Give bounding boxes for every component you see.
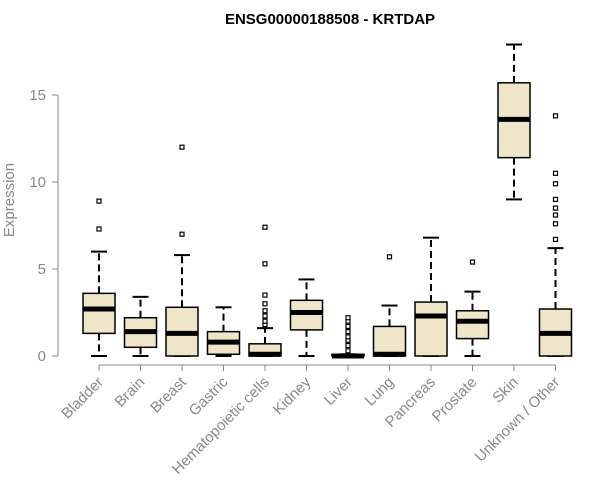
x-tick-label: Liver	[321, 374, 356, 409]
y-axis-label: Expression	[1, 163, 18, 237]
box-group	[538, 113, 573, 357]
outlier-point	[345, 334, 351, 340]
box-iqr	[82, 292, 116, 335]
box-iqr	[455, 310, 490, 340]
outlier-point	[345, 315, 351, 321]
box-group	[289, 278, 324, 357]
outlier-point	[345, 329, 351, 335]
x-tick-label: Bladder	[58, 374, 107, 423]
x-tick-label: Breast	[147, 373, 190, 416]
outlier-point	[386, 254, 393, 260]
box-group	[82, 198, 116, 357]
outlier-point	[552, 181, 559, 187]
x-tick-label: Lung	[362, 374, 398, 410]
outlier-point	[345, 342, 351, 349]
boxes-group	[82, 43, 573, 359]
outlier-point	[262, 313, 268, 319]
outlier-point	[552, 170, 559, 176]
chart-title: ENSG00000188508 - KRTDAP	[225, 11, 435, 28]
box-group	[123, 295, 158, 357]
outlier-point	[262, 224, 268, 230]
outlier-point	[552, 196, 559, 202]
outlier-point	[262, 308, 268, 314]
box-group	[165, 144, 199, 357]
box-group	[414, 236, 448, 357]
outlier-point	[345, 323, 351, 330]
box-iqr	[372, 325, 407, 357]
outlier-point	[552, 236, 559, 243]
outlier-point	[552, 212, 559, 218]
box-iqr	[414, 301, 448, 357]
x-tick-label: Kidney	[270, 373, 315, 418]
box-group	[455, 259, 490, 357]
y-tick-label: 15	[29, 87, 46, 104]
box-group	[331, 315, 365, 359]
outlier-point	[552, 113, 559, 119]
outlier-point	[96, 226, 102, 232]
outlier-point	[552, 205, 559, 211]
outlier-point	[179, 231, 185, 237]
outlier-point	[469, 259, 476, 265]
outlier-point	[262, 301, 268, 307]
outlier-point	[179, 144, 185, 150]
box-group	[372, 254, 407, 357]
outlier-point	[345, 348, 351, 354]
box-iqr	[289, 299, 324, 331]
outlier-point	[96, 198, 102, 204]
outlier-point	[552, 221, 559, 227]
outlier-point	[262, 261, 268, 267]
box-group	[497, 43, 531, 201]
y-tick-label: 10	[29, 174, 46, 191]
outlier-point	[262, 292, 268, 298]
y-tick-label: 5	[38, 261, 46, 278]
outlier-point	[262, 318, 268, 324]
x-tick-label: Skin	[489, 374, 522, 407]
x-tick-label: Prostate	[429, 374, 481, 426]
y-axis: 0 5 10 15	[29, 87, 59, 365]
box-group	[206, 306, 241, 357]
box-group	[248, 224, 282, 357]
y-tick-label: 0	[38, 348, 46, 365]
x-tick-label: Brain	[112, 374, 149, 411]
